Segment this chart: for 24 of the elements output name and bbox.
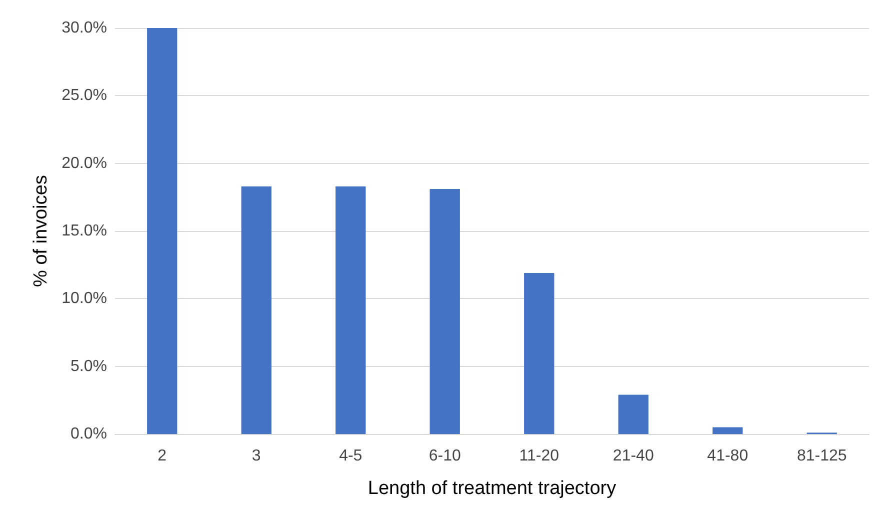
bar: [524, 272, 554, 434]
bar: [241, 186, 272, 434]
y-tick-label: 30.0%: [62, 20, 107, 36]
x-tick-label: 81-125: [796, 448, 847, 464]
y-tick-label: 10.0%: [62, 290, 107, 308]
y-tick-label: 25.0%: [62, 87, 107, 104]
bar: [712, 427, 743, 434]
bar: [430, 189, 460, 434]
x-tick-label: 41-80: [707, 448, 748, 464]
x-tick-label: 21-40: [612, 448, 654, 464]
y-tick-label: 0.0%: [70, 426, 107, 442]
x-axis-title: Length of treatment trajectory: [368, 478, 617, 499]
x-tick-label: 11-20: [519, 448, 560, 464]
y-axis-title: % of invoices: [30, 175, 52, 287]
x-tick-label: 6-10: [428, 448, 461, 464]
bar: [336, 186, 366, 434]
y-tick-label: 5.0%: [70, 358, 107, 375]
bar: [147, 28, 178, 434]
y-tick-label: 15.0%: [62, 222, 107, 240]
x-tick-label: 3: [252, 448, 261, 464]
y-tick-label: 20.0%: [62, 154, 107, 172]
x-tick-label: 2: [158, 448, 167, 464]
x-tick-label: 4-5: [339, 448, 362, 464]
bar: [618, 394, 648, 434]
